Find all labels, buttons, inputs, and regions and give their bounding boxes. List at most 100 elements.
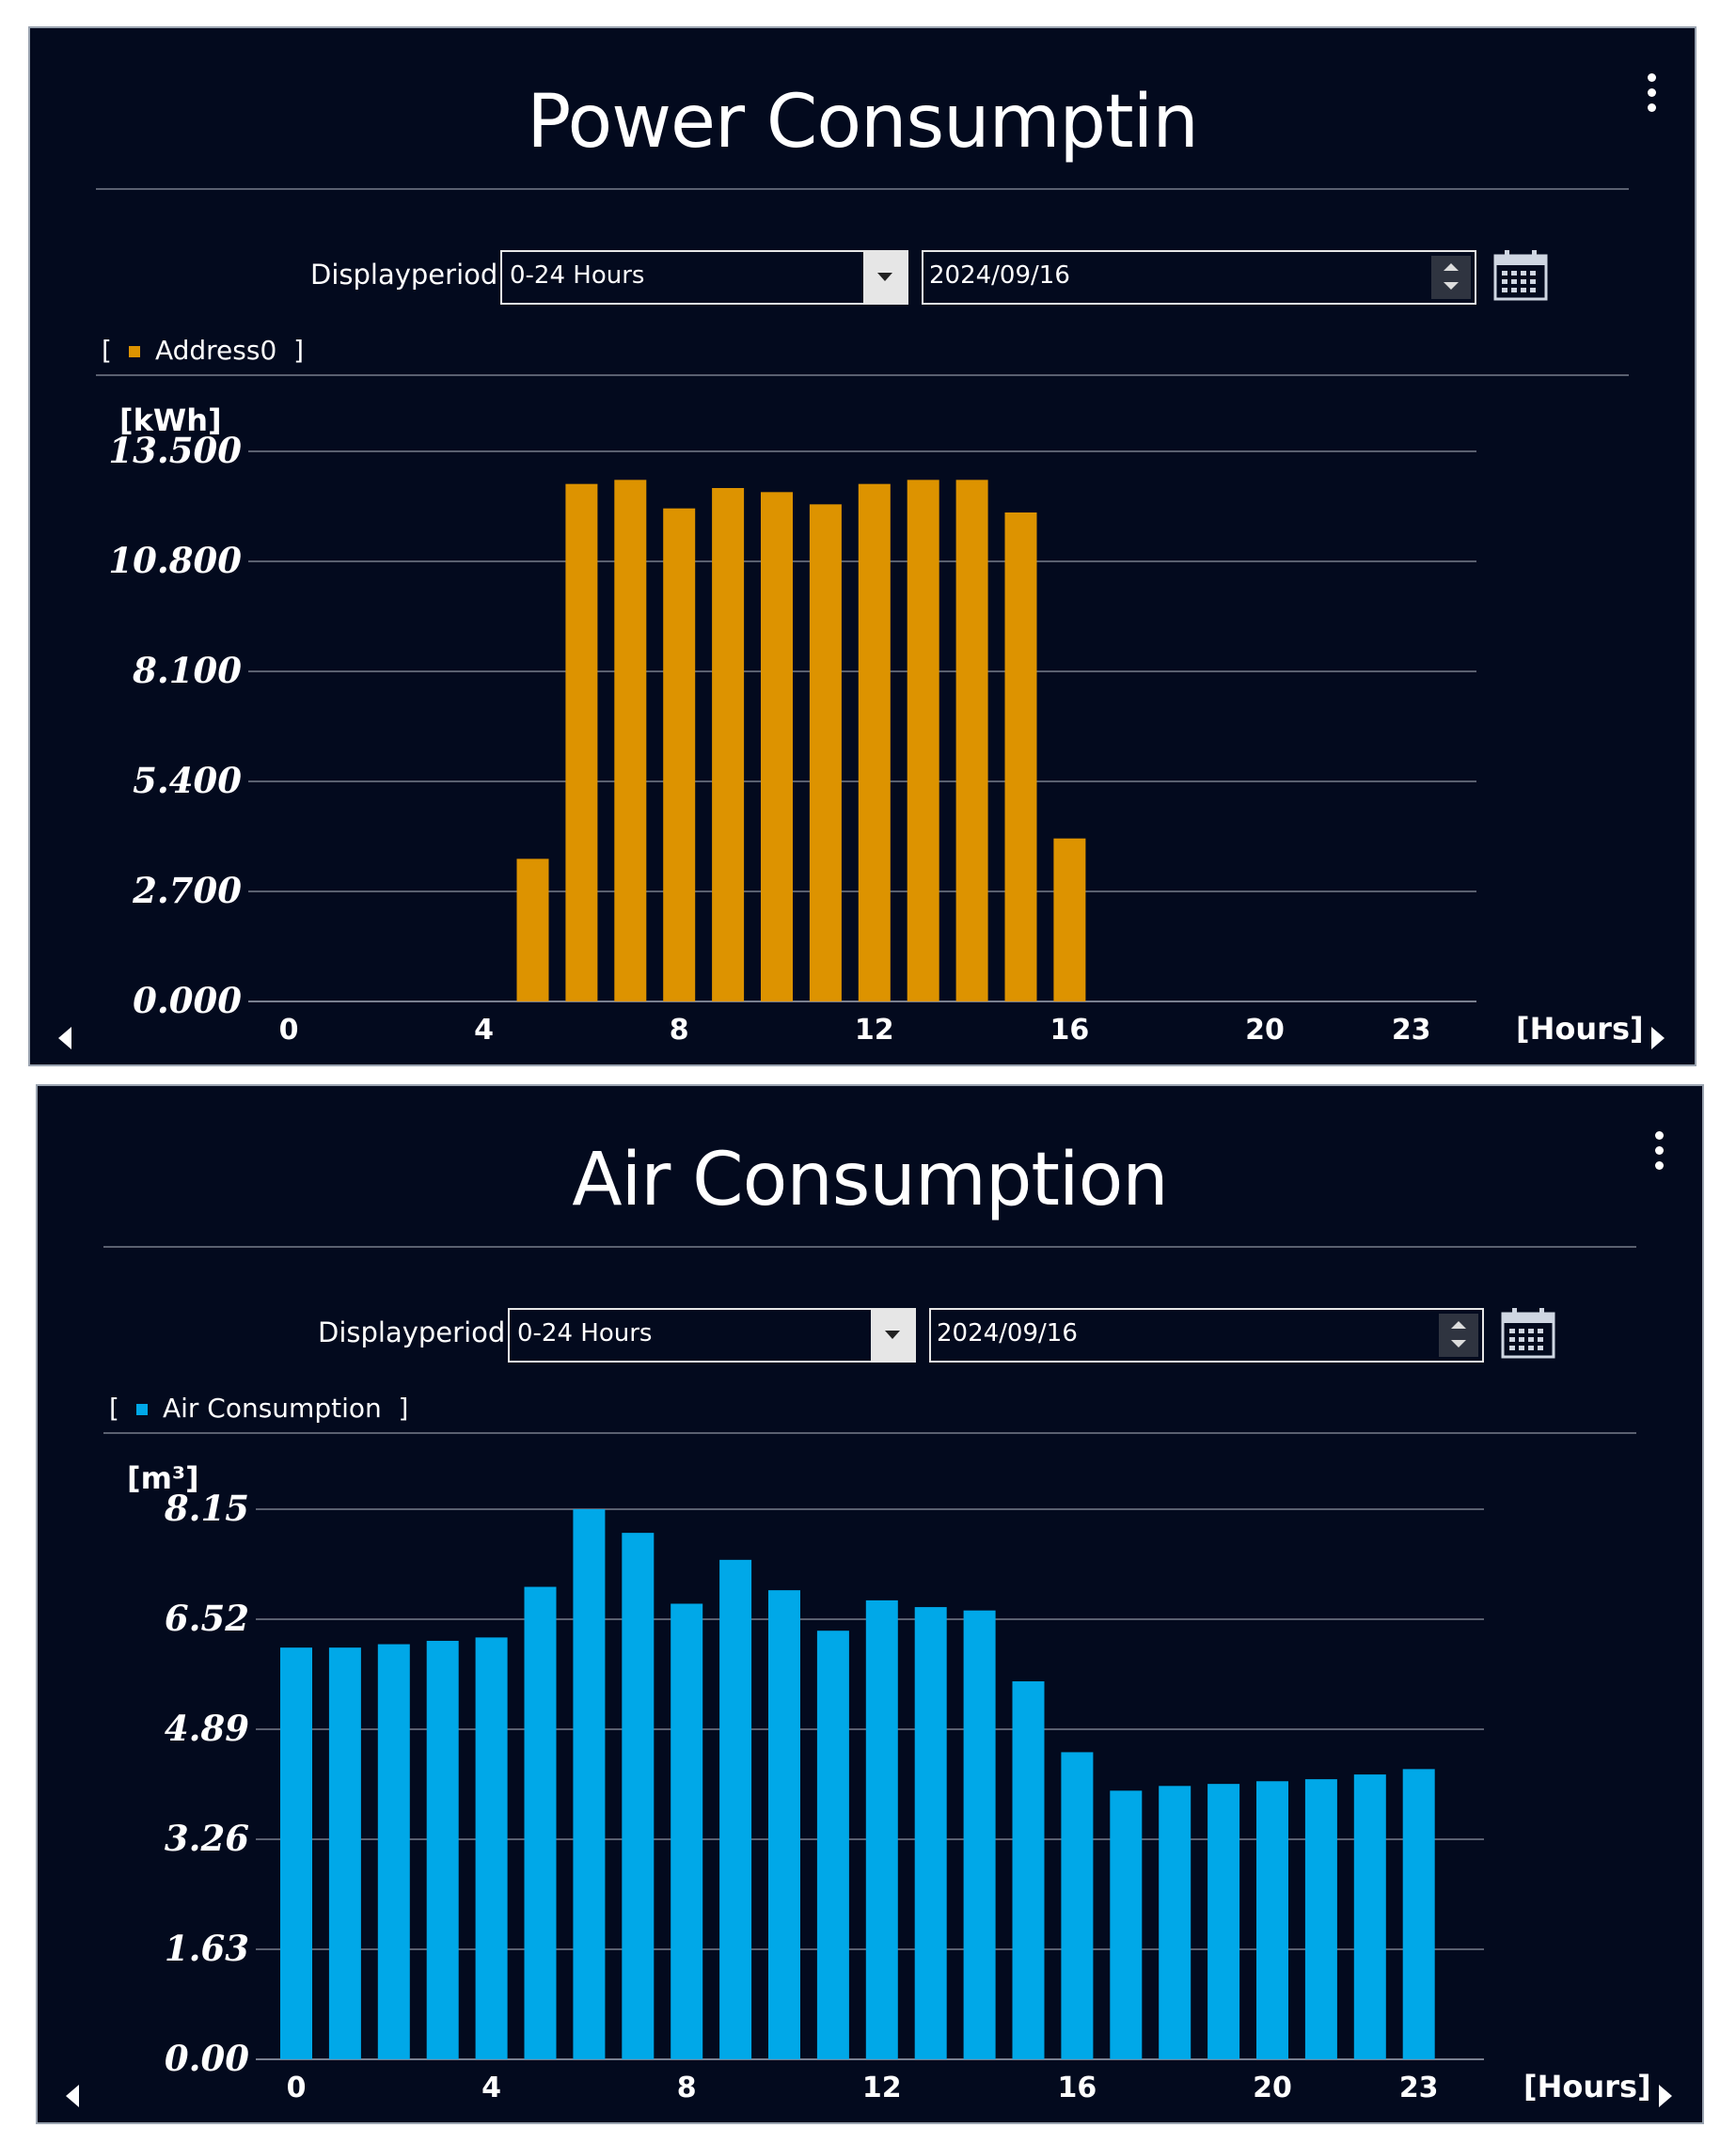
y-tick-label: 6.52 — [165, 1598, 249, 1639]
bar — [565, 483, 598, 1001]
bar — [1053, 838, 1086, 1001]
x-tick-label: 4 — [474, 1014, 494, 1047]
divider — [96, 188, 1629, 190]
chart-title: Power Consumptin — [527, 80, 1199, 165]
bar — [328, 1647, 361, 2059]
bar — [816, 1631, 849, 2059]
bar — [524, 1586, 557, 2059]
bar — [865, 1599, 898, 2059]
next-arrow-icon[interactable] — [1659, 2085, 1672, 2107]
bar — [280, 1647, 312, 2059]
chart-legend: [Air Consumption ] — [109, 1393, 409, 1424]
bar — [426, 1640, 459, 2059]
y-tick-label: 3.26 — [165, 1818, 249, 1859]
date-value: 2024/09/16 — [929, 261, 1070, 290]
date-field[interactable]: 2024/09/16 — [929, 1308, 1484, 1363]
next-arrow-icon[interactable] — [1651, 1027, 1665, 1049]
more-options-icon[interactable] — [1648, 73, 1657, 115]
air-bar-chart: 0.00 1.63 3.26 4.89 6.52 8.15[m³] 0 4 8 12 16 20 23 [… — [127, 1460, 1651, 2104]
display-period-value: 0-24 Hours — [510, 261, 645, 290]
bar — [858, 483, 891, 1001]
y-axis-unit: [m³] — [127, 1460, 199, 1496]
legend-label: Air Consumption — [162, 1393, 382, 1424]
x-tick-label: 20 — [1253, 2072, 1292, 2104]
bar — [963, 1610, 996, 2059]
x-tick-label: 4 — [481, 2072, 501, 2104]
more-options-icon[interactable] — [1655, 1131, 1665, 1173]
legend-label: Address0 — [154, 335, 277, 366]
y-tick-label: 13.500 — [108, 430, 242, 471]
y-tick-label: 8.100 — [132, 650, 242, 691]
y-tick-label: 5.400 — [133, 760, 242, 801]
bar — [1110, 1790, 1143, 2059]
bar — [712, 488, 745, 1001]
bar — [1159, 1786, 1192, 2059]
power-consumption-panel: Power Consumptin Displayperiod 0-24 Hour… — [28, 26, 1697, 1066]
bar — [1207, 1784, 1240, 2059]
y-tick-label: 0.000 — [133, 980, 242, 1021]
bar — [719, 1559, 752, 2059]
bar — [622, 1533, 655, 2059]
chevron-down-icon[interactable] — [863, 252, 907, 303]
x-tick-label: 0 — [279, 1014, 299, 1047]
bar — [1256, 1781, 1288, 2059]
previous-arrow-icon[interactable] — [66, 2085, 79, 2107]
y-tick-label: 8.15 — [164, 1488, 249, 1529]
bar — [377, 1644, 410, 2059]
x-tick-label: 8 — [670, 1014, 689, 1047]
air-consumption-panel: Air Consumption Displayperiod 0-24 Hours… — [36, 1084, 1704, 2124]
y-axis-unit: [kWh] — [119, 402, 222, 438]
date-spinner[interactable] — [1431, 256, 1471, 299]
x-tick-label: 12 — [855, 1014, 894, 1047]
x-tick-label: 0 — [287, 2072, 307, 2104]
chevron-down-icon[interactable] — [871, 1310, 914, 1361]
x-tick-label: 16 — [1058, 2072, 1097, 2104]
calendar-icon[interactable] — [1501, 1308, 1555, 1359]
date-value: 2024/09/16 — [937, 1319, 1078, 1347]
divider — [96, 374, 1629, 376]
bar — [1004, 512, 1037, 1001]
display-period-value: 0-24 Hours — [517, 1319, 653, 1347]
x-axis-unit: [Hours] — [1516, 1011, 1644, 1047]
bar — [573, 1509, 606, 2059]
x-tick-label: 16 — [1050, 1014, 1090, 1047]
chart-title: Air Consumption — [572, 1138, 1169, 1222]
bar — [614, 480, 647, 1001]
bar — [809, 504, 842, 1001]
chart-legend: [Address0 ] — [102, 335, 304, 366]
y-tick-label: 1.63 — [165, 1928, 249, 1969]
bar — [516, 859, 549, 1001]
previous-arrow-icon[interactable] — [58, 1027, 71, 1049]
bar — [1402, 1769, 1435, 2059]
bar — [768, 1590, 800, 2059]
display-period-label: Displayperiod — [310, 259, 498, 291]
bar — [1304, 1779, 1337, 2059]
display-period-select[interactable]: 0-24 Hours — [500, 250, 908, 305]
legend-swatch — [135, 1404, 148, 1415]
date-spinner[interactable] — [1439, 1314, 1478, 1357]
bar — [663, 508, 696, 1001]
bar — [1353, 1774, 1386, 2059]
y-tick-label: 4.89 — [165, 1708, 249, 1749]
bar — [1061, 1752, 1094, 2059]
bar — [907, 480, 939, 1001]
bar — [955, 480, 988, 1001]
x-tick-label: 12 — [862, 2072, 902, 2104]
x-tick-label: 8 — [677, 2072, 697, 2104]
divider — [103, 1246, 1636, 1248]
display-period-select[interactable]: 0-24 Hours — [508, 1308, 916, 1363]
y-tick-label: 2.700 — [132, 870, 242, 911]
x-tick-label: 23 — [1399, 2072, 1439, 2104]
divider — [103, 1432, 1636, 1434]
y-tick-label: 0.00 — [165, 2038, 249, 2079]
date-field[interactable]: 2024/09/16 — [922, 250, 1476, 305]
bar — [475, 1637, 508, 2059]
bar — [914, 1607, 947, 2059]
calendar-icon[interactable] — [1493, 250, 1548, 301]
display-period-label: Displayperiod — [318, 1316, 506, 1348]
legend-swatch — [128, 346, 140, 357]
power-bar-chart: 0.000 2.700 5.400 8.100 10.800 13.500[kWh] 0 4 8… — [108, 402, 1644, 1047]
x-tick-label: 20 — [1245, 1014, 1285, 1047]
bar — [671, 1603, 703, 2059]
x-axis-unit: [Hours] — [1523, 2069, 1651, 2104]
